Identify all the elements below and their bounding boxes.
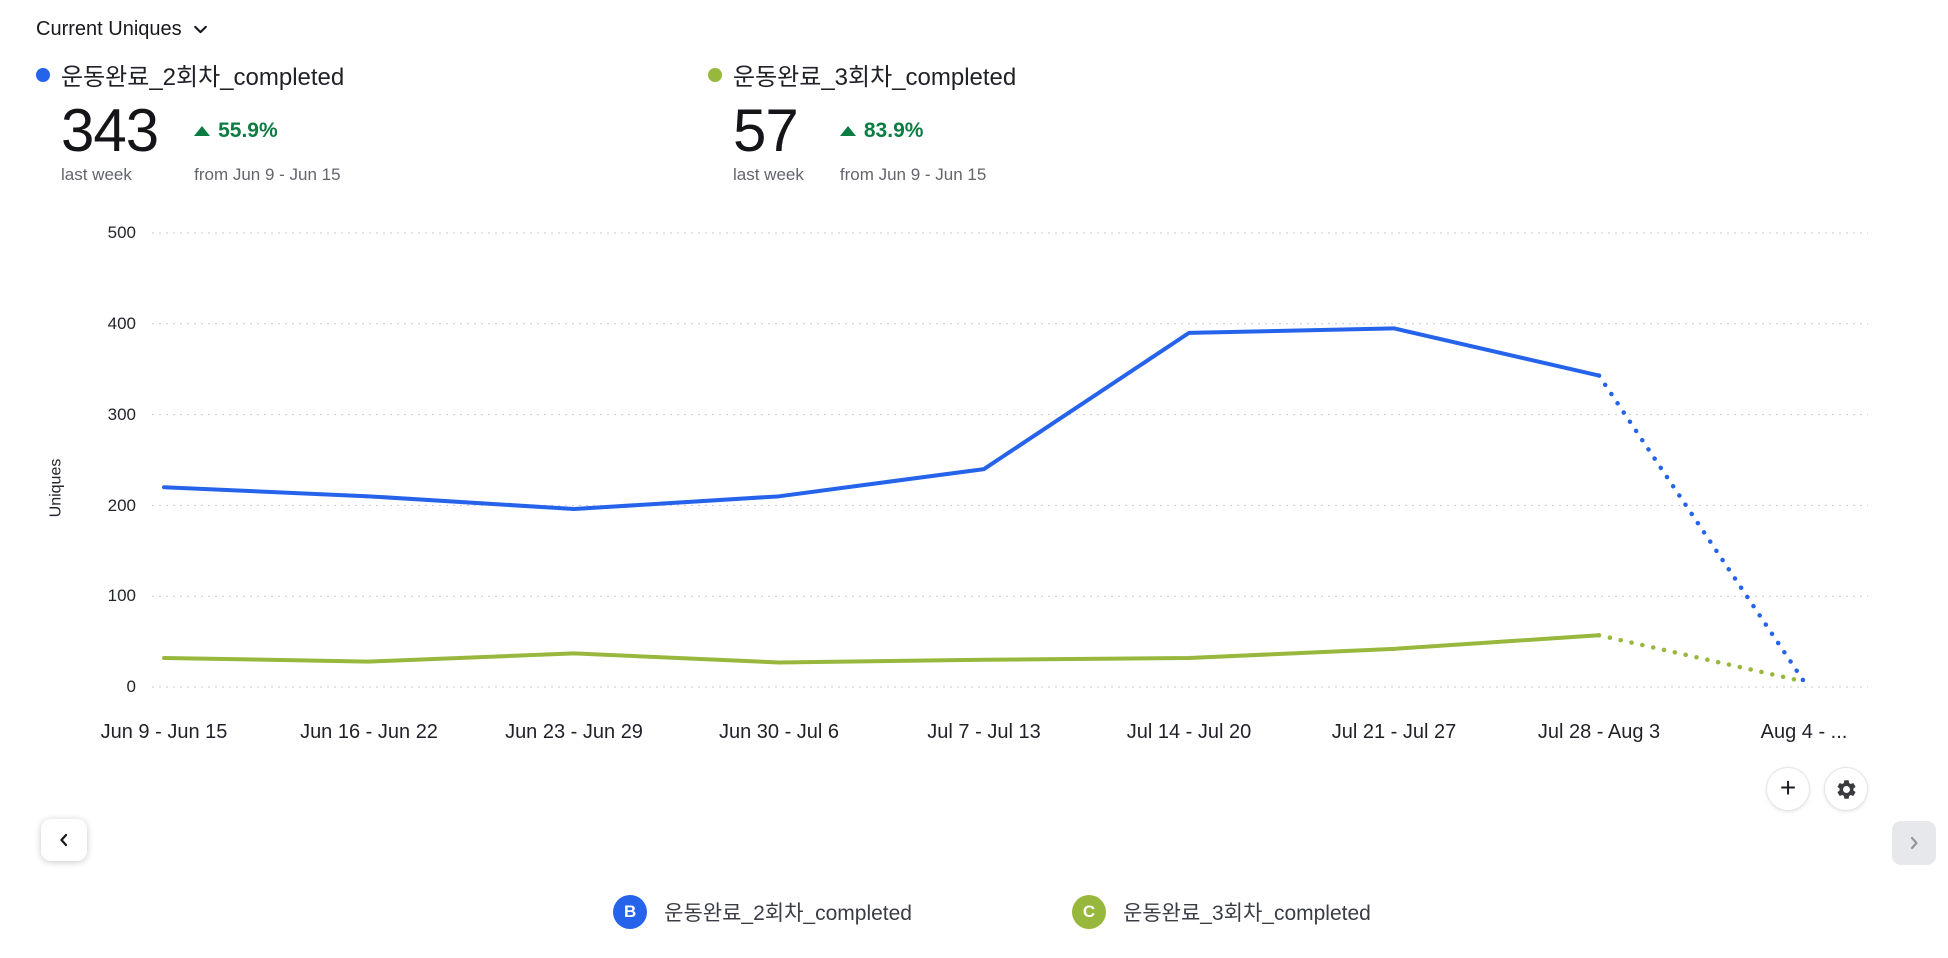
x-axis-label: Jun 9 - Jun 15 [100, 721, 228, 744]
y-axis-tick: 300 [107, 404, 136, 424]
x-axis-label: Jun 30 - Jul 6 [718, 721, 840, 744]
chart-legend: B 운동완료_2회차_completed C 운동완료_3회차_complete… [36, 895, 1948, 930]
chevron-left-icon [60, 834, 68, 847]
series-line-B [162, 326, 1601, 512]
series-name: 운동완료_2회차_completed [61, 64, 345, 91]
metric-type-dropdown[interactable]: Current Uniques [36, 18, 209, 41]
legend-item[interactable]: B 운동완료_2회차_completed [613, 895, 912, 930]
metric-value: 343 [61, 97, 159, 164]
scroll-left-button[interactable] [41, 819, 87, 862]
y-axis-tick: 0 [126, 677, 136, 697]
chart-settings-button[interactable] [1824, 767, 1868, 812]
chevron-right-icon [1910, 837, 1918, 850]
trend-up-icon [194, 125, 211, 136]
metric-period: last week [733, 165, 804, 185]
y-axis-ticks: 0 100 200 300 400 500 [76, 223, 152, 751]
metric-card: 운동완료_2회차_completed 343 55.9% last week f… [36, 57, 708, 185]
x-axis-label: Jun 23 - Jun 29 [505, 721, 643, 744]
legend-label: 운동완료_3회차_completed [1123, 902, 1371, 926]
scroll-right-button[interactable] [1892, 821, 1936, 866]
metrics-summary: 운동완료_2회차_completed 343 55.9% last week f… [36, 57, 1948, 185]
metric-change: 83.9% [839, 118, 986, 143]
trend-up-icon [839, 125, 856, 136]
x-axis-label: Jul 7 - Jul 13 [927, 721, 1041, 744]
metric-type-label: Current Uniques [36, 18, 182, 40]
metric-period: last week [61, 165, 132, 185]
series-line-C-projection [1596, 633, 1807, 684]
chart-canvas[interactable] [152, 225, 1868, 693]
y-axis-title-container: Uniques [36, 225, 76, 751]
x-axis-label: Jul 21 - Jul 27 [1331, 721, 1457, 744]
series-dot-icon [708, 67, 722, 82]
legend-item[interactable]: C 운동완료_3회차_completed [1072, 895, 1371, 930]
metric-compare: from Jun 9 - Jun 15 [194, 165, 341, 185]
metric-compare: from Jun 9 - Jun 15 [839, 165, 987, 185]
pager [36, 819, 1948, 869]
metric-card: 운동완료_3회차_completed 57 83.9% last week fr… [708, 57, 1380, 185]
metric-value: 57 [733, 97, 799, 164]
x-axis-label: Aug 4 - ... [1760, 721, 1848, 744]
metric-change-percent: 55.9% [218, 118, 278, 142]
uniques-line-chart: Uniques 0 100 200 300 400 500 Jun 9 - Jun 15 J… [36, 223, 1948, 751]
y-axis-tick: 500 [107, 223, 136, 243]
y-axis-tick: 400 [107, 313, 136, 333]
y-axis-tick: 200 [107, 495, 136, 515]
plot-area: Jun 9 - Jun 15 Jun 16 - Jun 22 Jun 23 - Ju… [101, 225, 1868, 751]
legend-label: 운동완료_2회차_completed [664, 902, 912, 926]
x-axis-label: Jul 28 - Aug 3 [1537, 721, 1661, 744]
add-chart-button[interactable]: + [1766, 767, 1810, 812]
series-line-B-projection [1596, 373, 1807, 684]
x-axis-label: Jun 16 - Jun 22 [300, 721, 438, 744]
chevron-down-icon [193, 25, 207, 34]
series-line-C [162, 633, 1601, 665]
y-axis-tick: 100 [107, 586, 136, 606]
x-axis-label: Jul 14 - Jul 20 [1126, 721, 1252, 744]
chart-actions: + [36, 767, 1868, 812]
legend-badge-c: C [1072, 895, 1106, 930]
legend-badge-b: B [613, 895, 648, 930]
series-dot-icon [36, 67, 50, 82]
analytics-chart-widget: Current Uniques 운동완료_2회차_completed 343 5… [36, 18, 1948, 930]
series-name: 운동완료_3회차_completed [733, 64, 1017, 91]
metric-change-percent: 83.9% [863, 118, 924, 142]
metric-change: 55.9% [194, 119, 340, 143]
y-axis-title: Uniques [47, 458, 65, 518]
plus-icon: + [1779, 772, 1797, 804]
x-axis-labels: Jun 9 - Jun 15 Jun 16 - Jun 22 Jun 23 - Ju… [101, 721, 1868, 751]
gear-icon [1837, 779, 1855, 799]
